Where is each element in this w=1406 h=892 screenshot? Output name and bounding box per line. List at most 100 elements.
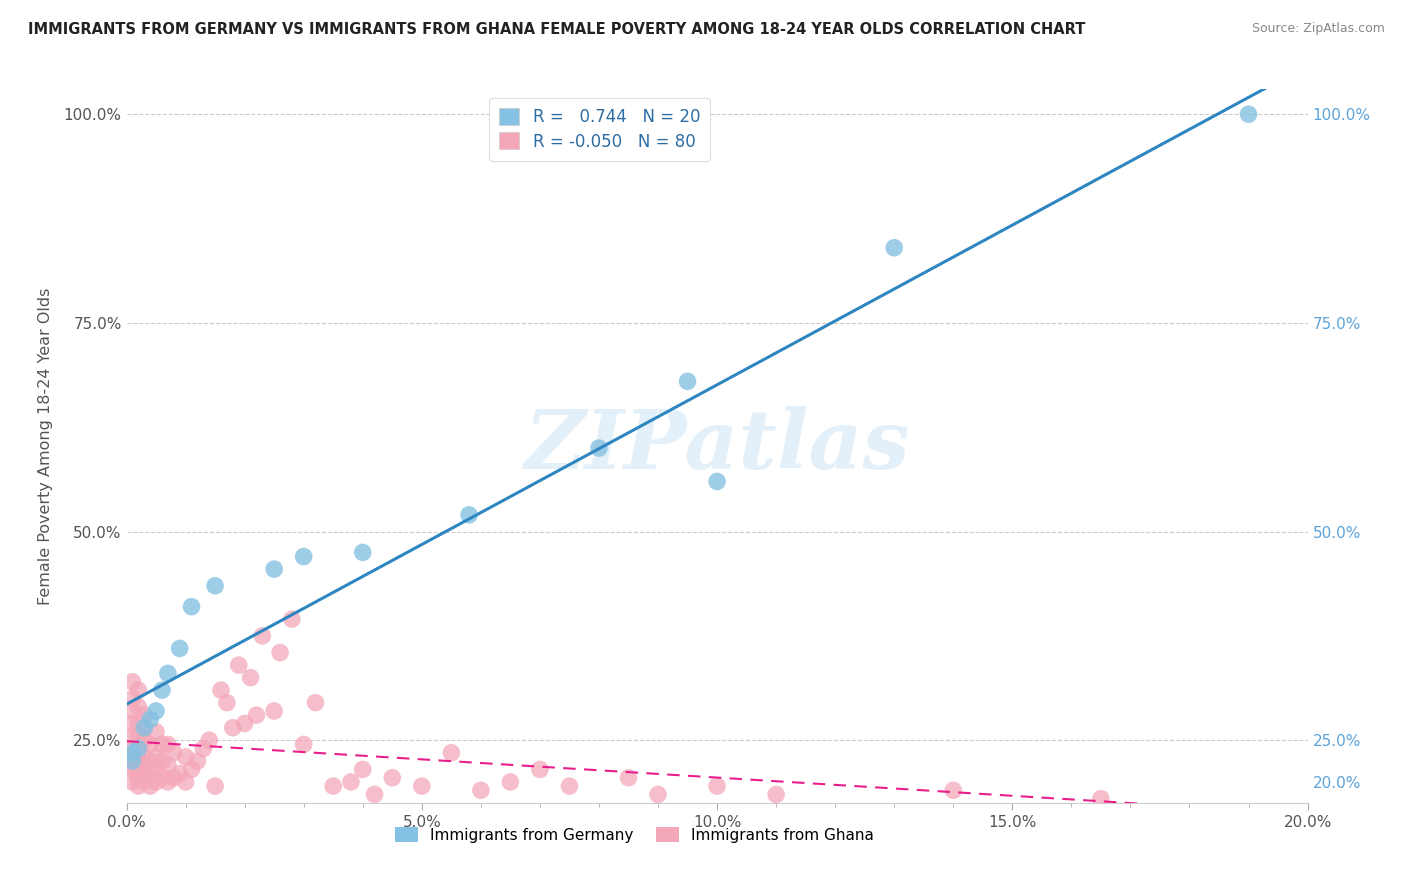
Y-axis label: Female Poverty Among 18-24 Year Olds: Female Poverty Among 18-24 Year Olds (38, 287, 52, 605)
Point (121, 746, 143, 760)
Legend: Immigrants from Germany, Immigrants from Ghana: Immigrants from Germany, Immigrants from… (388, 821, 880, 848)
Point (215, 696, 238, 710)
Point (198, 733, 221, 747)
Point (529, 763, 551, 777)
Point (134, 750, 156, 764)
Point (163, 746, 186, 760)
Point (145, 724, 167, 739)
Point (352, 763, 374, 777)
Point (127, 699, 149, 714)
Point (676, 374, 699, 388)
Point (121, 750, 143, 764)
Point (127, 779, 149, 793)
Point (174, 750, 197, 764)
Point (204, 779, 226, 793)
Point (145, 775, 167, 789)
Point (411, 779, 433, 793)
Point (156, 775, 179, 789)
Point (174, 775, 197, 789)
Text: ZIPatlas: ZIPatlas (524, 406, 910, 486)
Point (139, 779, 162, 793)
Point (292, 549, 315, 564)
Point (134, 758, 156, 772)
Point (139, 738, 162, 752)
Point (281, 612, 304, 626)
Point (193, 741, 215, 756)
Point (145, 750, 167, 764)
Point (121, 674, 143, 689)
Point (470, 783, 492, 797)
Point (204, 579, 226, 593)
Point (169, 766, 191, 780)
Point (145, 704, 167, 718)
Point (121, 763, 143, 777)
Point (186, 754, 208, 768)
Point (134, 721, 156, 735)
Point (139, 766, 162, 780)
Point (127, 729, 149, 743)
Point (292, 738, 315, 752)
Point (222, 721, 245, 735)
Point (233, 716, 256, 731)
Point (156, 666, 179, 681)
Point (134, 766, 156, 780)
Text: IMMIGRANTS FROM GERMANY VS IMMIGRANTS FROM GHANA FEMALE POVERTY AMONG 18-24 YEAR: IMMIGRANTS FROM GERMANY VS IMMIGRANTS FR… (28, 22, 1085, 37)
Point (263, 562, 285, 576)
Point (322, 779, 344, 793)
Point (617, 771, 640, 785)
Point (169, 641, 191, 656)
Point (765, 788, 787, 802)
Point (121, 716, 143, 731)
Point (127, 716, 149, 731)
Point (121, 775, 143, 789)
Text: Source: ZipAtlas.com: Source: ZipAtlas.com (1251, 22, 1385, 36)
Point (352, 545, 374, 559)
Point (706, 475, 728, 489)
Point (458, 508, 481, 522)
Point (121, 729, 143, 743)
Point (269, 646, 291, 660)
Point (127, 741, 149, 756)
Point (304, 696, 326, 710)
Point (163, 771, 186, 785)
Point (139, 754, 162, 768)
Point (647, 788, 669, 802)
Point (706, 779, 728, 793)
Point (1090, 791, 1112, 805)
Point (139, 712, 162, 726)
Point (127, 754, 149, 768)
Point (127, 771, 149, 785)
Point (134, 733, 156, 747)
Point (150, 771, 173, 785)
Point (127, 741, 149, 756)
Point (252, 629, 274, 643)
Point (228, 658, 250, 673)
Point (440, 746, 463, 760)
Point (381, 771, 404, 785)
Point (150, 683, 173, 698)
Point (1237, 107, 1260, 121)
Point (127, 683, 149, 698)
Point (121, 754, 143, 768)
Point (180, 599, 202, 614)
Point (588, 441, 610, 455)
Point (134, 775, 156, 789)
Point (942, 783, 965, 797)
Point (499, 775, 522, 789)
Point (883, 241, 905, 255)
Point (134, 708, 156, 723)
Point (150, 738, 173, 752)
Point (121, 741, 143, 756)
Point (121, 704, 143, 718)
Point (127, 763, 149, 777)
Point (156, 758, 179, 772)
Point (121, 758, 143, 772)
Point (263, 704, 285, 718)
Point (150, 754, 173, 768)
Point (180, 763, 202, 777)
Point (245, 708, 267, 723)
Point (363, 788, 385, 802)
Point (134, 721, 156, 735)
Point (239, 671, 262, 685)
Point (558, 779, 581, 793)
